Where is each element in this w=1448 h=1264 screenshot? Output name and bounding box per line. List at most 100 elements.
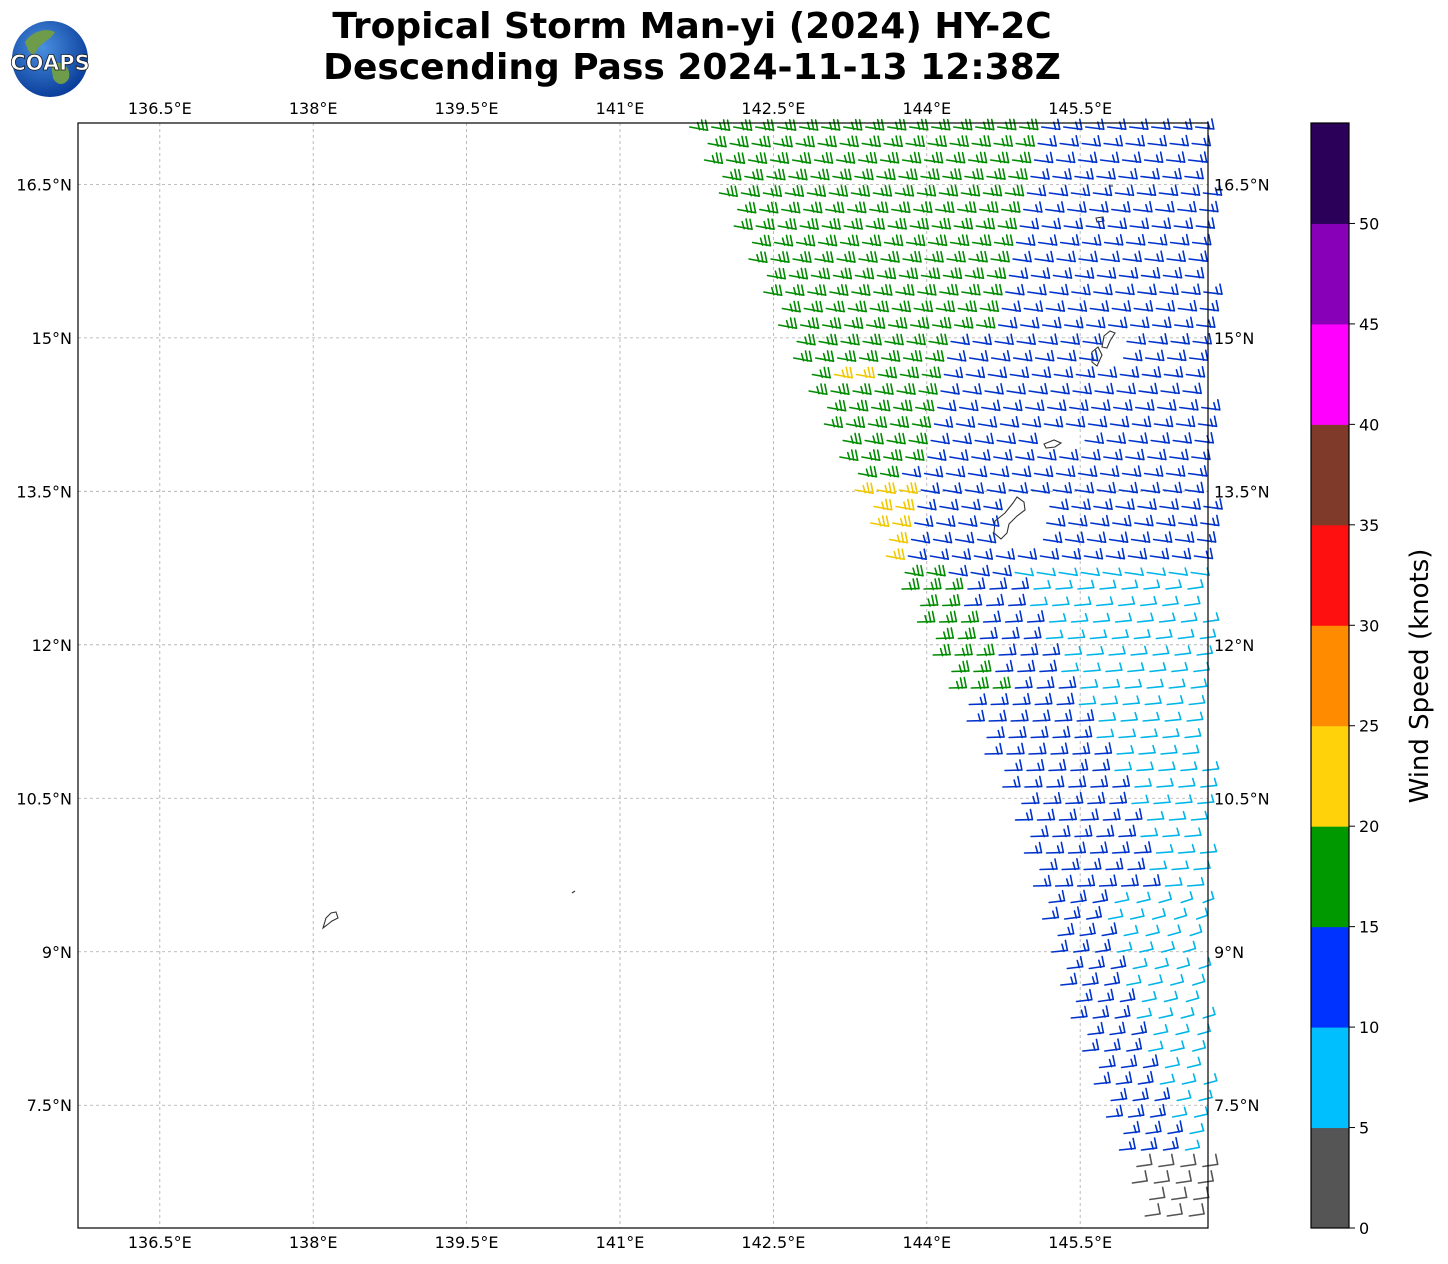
wind-barb xyxy=(1039,858,1058,871)
wind-barb xyxy=(999,416,1020,428)
wind-barb xyxy=(1030,725,1049,739)
wind-barb xyxy=(1122,349,1143,362)
wind-barb xyxy=(949,449,969,461)
lat-label-right: 15°N xyxy=(1214,329,1254,348)
wind-barb xyxy=(1023,841,1043,854)
coastlines xyxy=(321,185,1116,930)
wind-barb xyxy=(1195,907,1209,920)
wind-barb xyxy=(1160,382,1180,395)
wind-barb xyxy=(1009,366,1030,379)
colorbar-ticks: 0 5 10 15 20 25 30 35 40 45 50 xyxy=(1349,214,1379,1238)
wind-barb xyxy=(883,234,904,247)
wind-barb xyxy=(986,482,1006,494)
wind-barb xyxy=(995,548,1016,560)
wind-barb xyxy=(1018,432,1038,445)
wind-barb xyxy=(1104,971,1121,986)
wind-barb xyxy=(1153,1170,1170,1184)
wind-barb xyxy=(1178,777,1196,788)
wind-barb xyxy=(891,201,911,214)
wind-barb xyxy=(1086,531,1107,544)
wind-barb xyxy=(1129,217,1150,230)
wind-barb xyxy=(923,465,944,478)
wind-barb xyxy=(1074,596,1092,607)
wind-barb xyxy=(1080,808,1099,821)
wind-barb xyxy=(1068,514,1088,527)
wind-barb xyxy=(1077,579,1095,590)
wind-barb xyxy=(1071,283,1091,296)
wind-barb xyxy=(962,383,982,395)
wind-barb xyxy=(965,366,986,379)
wind-barb xyxy=(1030,168,1050,180)
wind-barb xyxy=(858,350,879,362)
wind-barb xyxy=(1070,889,1087,904)
wind-barb xyxy=(1189,924,1203,937)
wind-barb xyxy=(981,399,1001,412)
wind-barb xyxy=(931,316,952,329)
wind-barb xyxy=(1196,531,1217,543)
wind-barb xyxy=(931,217,951,230)
wind-barb xyxy=(1060,333,1080,345)
wind-barb xyxy=(1041,906,1060,920)
wind-barb xyxy=(854,482,874,495)
wind-barb xyxy=(1126,974,1142,986)
wind-barb xyxy=(1070,758,1089,772)
wind-barb xyxy=(1051,939,1069,953)
wind-barb xyxy=(920,594,939,607)
wind-barb xyxy=(845,416,866,428)
wind-barb xyxy=(1011,577,1030,590)
wind-barb xyxy=(808,383,828,396)
wind-barb xyxy=(840,333,860,346)
wind-barb xyxy=(791,152,812,164)
wind-barb xyxy=(770,251,790,263)
wind-barb xyxy=(766,267,787,280)
wind-barb xyxy=(1158,184,1179,196)
wind-barb xyxy=(1063,906,1081,920)
wind-barb xyxy=(1065,791,1084,805)
wind-barb xyxy=(1083,662,1101,673)
wind-barb xyxy=(964,593,983,607)
wind-barb xyxy=(1036,676,1055,689)
wind-barb xyxy=(1057,922,1075,937)
wind-barb xyxy=(1028,382,1048,395)
wind-barb xyxy=(864,118,885,131)
wind-barb xyxy=(773,234,794,247)
wind-barb xyxy=(948,564,968,577)
wind-barb xyxy=(939,283,959,296)
wind-barb xyxy=(870,515,890,528)
wind-barb xyxy=(842,118,863,131)
wind-barb xyxy=(1138,382,1158,395)
lat-label-left: 15°N xyxy=(32,329,72,348)
wind-barb xyxy=(1026,184,1047,197)
wind-barb xyxy=(1037,234,1058,246)
wind-barb xyxy=(852,383,872,395)
lat-label-right: 9°N xyxy=(1214,943,1244,962)
wind-barb xyxy=(781,201,801,214)
wind-barb xyxy=(1131,794,1149,805)
wind-barb xyxy=(1140,595,1157,607)
wind-barb xyxy=(949,135,969,147)
wind-barb xyxy=(1136,1007,1152,1019)
wind-barb xyxy=(1146,810,1165,821)
wind-barb xyxy=(951,660,970,673)
wind-barb xyxy=(1074,725,1093,739)
wind-barb xyxy=(1114,612,1133,623)
wind-barb xyxy=(1183,940,1197,953)
wind-barb xyxy=(929,548,950,560)
wind-barb xyxy=(1147,448,1167,461)
wind-barb xyxy=(1049,498,1069,511)
wind-barb xyxy=(1050,742,1069,755)
wind-barb xyxy=(1159,1073,1176,1085)
latitude-labels-right: 16.5°N 15°N 13.5°N 12°N 10.5°N 9°N 7.5°N xyxy=(1214,175,1270,1115)
lat-label-left: 12°N xyxy=(32,636,72,655)
wind-barb xyxy=(990,349,1011,362)
wind-barb xyxy=(1030,267,1051,279)
wind-barb xyxy=(1111,300,1132,312)
wind-barb xyxy=(1127,1104,1145,1118)
colorbar-label: Wind Speed (knots) xyxy=(1405,548,1435,804)
wind-barb xyxy=(917,283,937,296)
wind-barb xyxy=(1063,316,1084,329)
wind-barb xyxy=(996,118,1017,131)
lat-label-left: 9°N xyxy=(42,943,72,962)
wind-barb xyxy=(1070,1005,1088,1019)
wind-barb xyxy=(1180,612,1198,623)
